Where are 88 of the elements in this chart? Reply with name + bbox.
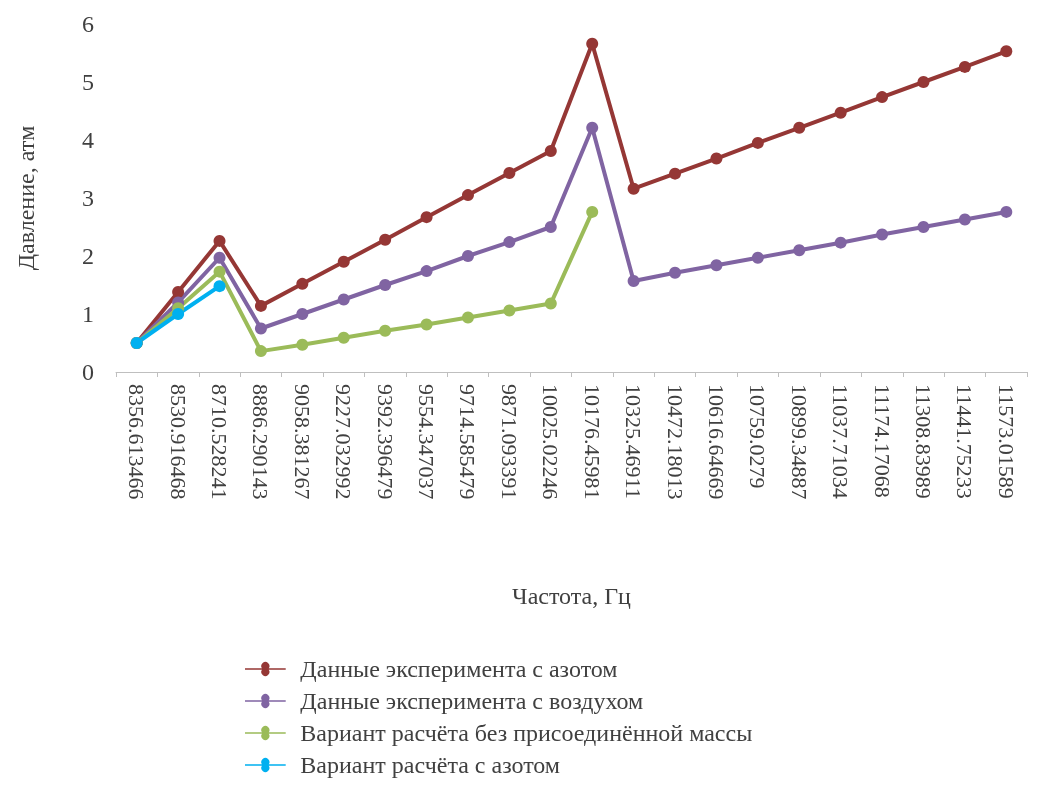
x-tick-label: 11573.01589 [993,384,1019,499]
x-tick-label: 8530.916468 [165,384,191,500]
point [254,345,267,358]
x-axis-title: Частота, Гц [512,583,632,609]
x-tick-label: 9871.093391 [496,384,522,500]
y-tick-label: 2 [82,243,94,269]
point [503,167,516,180]
point [379,279,392,291]
point [793,244,806,257]
point [710,259,723,272]
x-tick-label: 10899.34887 [786,384,812,500]
y-axis-title: Давление, атм [13,125,39,271]
point [958,60,971,73]
y-tick-label: 4 [82,127,94,153]
point [958,213,971,226]
x-tick-label: 10176.45981 [579,384,605,500]
point [503,236,516,249]
point [213,234,226,247]
point [876,228,889,241]
point [917,221,930,233]
point [461,189,474,202]
x-tick-label: 10025.02246 [538,384,564,500]
point [379,233,392,246]
point [834,106,847,119]
point [917,76,930,88]
point [213,251,226,264]
x-tick-label: 10759.0279 [745,384,771,489]
y-tick-label: 0 [82,359,94,385]
point [420,318,433,331]
point [172,308,185,320]
legend-label: Вариант расчёта с азотом [300,752,561,778]
point [751,136,764,149]
point [1000,205,1013,218]
x-tick-label: 8710.528241 [207,384,233,500]
x-tick-label: 9227.032992 [331,384,357,500]
x-tick-label: 11174.17068 [869,384,895,498]
point [461,311,474,324]
x-tick-label: 10325.46911 [621,384,647,499]
point [710,152,723,165]
point [461,250,474,262]
point [834,236,847,249]
point [213,280,226,293]
point [379,324,392,337]
point [213,265,226,278]
point [420,211,433,224]
point [296,277,309,290]
point [586,121,599,134]
legend-label: Данные эксперимента с азотом [300,656,618,682]
point [627,182,640,195]
point [544,221,557,233]
point [751,251,764,264]
y-tick-label: 5 [82,69,94,95]
x-tick-label: 9554.347037 [414,384,440,500]
x-tick-label: 11308.83989 [910,384,936,499]
point [337,255,350,268]
point [544,145,557,158]
point [254,299,267,312]
y-tick-label: 3 [82,185,94,211]
point [793,121,806,134]
legend-label: Данные эксперимента с воздухом [300,688,644,714]
x-tick-label: 10472.18013 [662,384,688,500]
x-tick-label: 11037.71034 [828,384,854,499]
x-tick-label: 9392.396479 [372,384,398,500]
point [172,285,185,298]
x-tick-label: 11441.75233 [952,384,978,499]
point [254,322,267,335]
point [586,205,599,218]
x-tick-label: 8356.613466 [124,384,150,500]
y-tick-label: 1 [82,301,94,327]
x-tick-label: 9058.381267 [289,384,315,500]
point [420,265,433,278]
point [586,37,599,50]
legend-label: Вариант расчёта без присоединённой массы [300,720,753,746]
x-tick-label: 8886.290143 [248,384,274,500]
point [296,308,309,320]
point [337,331,350,344]
point [669,266,682,279]
point [503,304,516,317]
point [337,293,350,306]
point [544,297,557,310]
point [627,274,640,287]
point [1000,45,1013,58]
x-tick-label: 9714.585479 [455,384,481,500]
point [669,167,682,180]
x-tick-label: 10616.64669 [703,384,729,500]
point [876,91,889,104]
point [296,338,309,351]
y-tick-label: 6 [82,11,94,37]
